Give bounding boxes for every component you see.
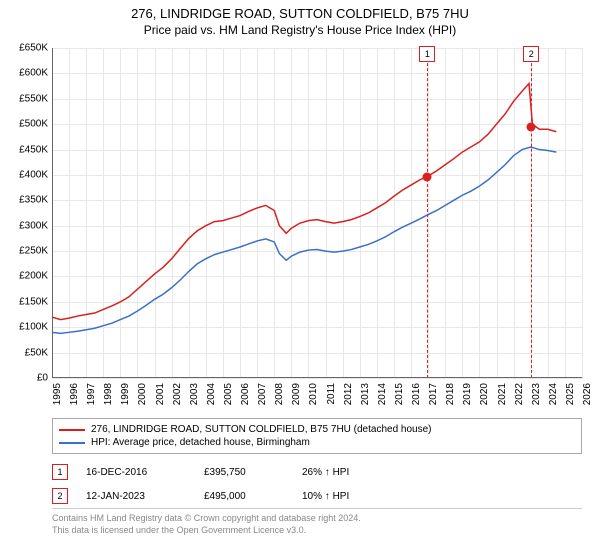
legend-swatch	[59, 429, 85, 431]
y-tick-label: £250K	[0, 246, 48, 257]
x-tick-label: 2007	[257, 383, 268, 405]
x-axis	[52, 377, 582, 378]
y-tick-label: £500K	[0, 119, 48, 130]
legend-swatch	[59, 442, 85, 444]
x-tick-label: 2001	[155, 383, 166, 405]
sale-price: £495,000	[204, 491, 284, 502]
x-tick-label: 2008	[274, 383, 285, 405]
legend-item: HPI: Average price, detached house, Birm…	[59, 436, 575, 449]
y-axis	[52, 48, 53, 378]
y-tick-label: £300K	[0, 220, 48, 231]
y-tick-label: £100K	[0, 322, 48, 333]
y-tick-label: £150K	[0, 296, 48, 307]
sale-marker-box: 2	[52, 488, 68, 504]
y-tick-label: £50K	[0, 347, 48, 358]
legend-item: 276, LINDRIDGE ROAD, SUTTON COLDFIELD, B…	[59, 423, 575, 436]
marker-dot	[527, 122, 536, 131]
y-tick-label: £600K	[0, 68, 48, 79]
x-tick-label: 2022	[514, 383, 525, 405]
sale-row: 1 16-DEC-2016 £395,750 26% ↑ HPI	[52, 460, 582, 484]
x-tick-label: 2025	[565, 383, 576, 405]
x-tick-label: 2006	[240, 383, 251, 405]
y-tick-label: £0	[0, 373, 48, 384]
chart-subtitle: Price paid vs. HM Land Registry's House …	[0, 21, 600, 37]
footer-attribution: Contains HM Land Registry data © Crown c…	[52, 508, 582, 536]
plot-area: 12 £0£50K£100K£150K£200K£250K£300K£350K£…	[52, 48, 582, 378]
marker-index-box: 1	[419, 46, 435, 62]
legend-label: 276, LINDRIDGE ROAD, SUTTON COLDFIELD, B…	[91, 424, 432, 435]
x-tick-label: 2009	[291, 383, 302, 405]
x-tick-label: 2021	[497, 383, 508, 405]
x-tick-label: 1997	[86, 383, 97, 405]
y-tick-label: £450K	[0, 144, 48, 155]
x-tick-label: 2020	[479, 383, 490, 405]
y-tick-label: £200K	[0, 271, 48, 282]
x-tick-label: 2003	[189, 383, 200, 405]
x-tick-label: 2012	[343, 383, 354, 405]
x-tick-label: 2013	[360, 383, 371, 405]
marker-vertical-line	[531, 48, 532, 378]
x-tick-label: 2023	[531, 383, 542, 405]
plot-background	[52, 48, 582, 378]
sale-date: 16-DEC-2016	[86, 467, 186, 478]
sale-row: 2 12-JAN-2023 £495,000 10% ↑ HPI	[52, 484, 582, 508]
sale-date: 12-JAN-2023	[86, 491, 186, 502]
x-tick-label: 2026	[582, 383, 593, 405]
x-tick-label: 1995	[52, 383, 63, 405]
x-tick-label: 2002	[172, 383, 183, 405]
marker-vertical-line	[427, 48, 428, 378]
x-tick-label: 2004	[206, 383, 217, 405]
sale-price: £395,750	[204, 467, 284, 478]
footer-line-1: Contains HM Land Registry data © Crown c…	[52, 513, 582, 525]
marker-index-box: 2	[523, 46, 539, 62]
chart-container: 276, LINDRIDGE ROAD, SUTTON COLDFIELD, B…	[0, 0, 600, 560]
sale-pct-vs-hpi: 26% ↑ HPI	[302, 467, 382, 478]
x-tick-label: 2010	[308, 383, 319, 405]
x-tick-label: 2005	[223, 383, 234, 405]
x-tick-label: 2015	[394, 383, 405, 405]
sale-marker-box: 1	[52, 464, 68, 480]
x-tick-label: 2014	[377, 383, 388, 405]
y-tick-label: £550K	[0, 93, 48, 104]
x-tick-label: 2024	[548, 383, 559, 405]
x-tick-label: 2011	[326, 383, 337, 405]
y-tick-label: £350K	[0, 195, 48, 206]
marker-dot	[423, 173, 432, 182]
x-tick-label: 1999	[120, 383, 131, 405]
x-tick-label: 2017	[428, 383, 439, 405]
y-tick-label: £650K	[0, 43, 48, 54]
y-tick-label: £400K	[0, 169, 48, 180]
x-tick-label: 1996	[69, 383, 80, 405]
chart-title: 276, LINDRIDGE ROAD, SUTTON COLDFIELD, B…	[0, 0, 600, 21]
x-tick-label: 1998	[103, 383, 114, 405]
footer-line-2: This data is licensed under the Open Gov…	[52, 525, 582, 537]
x-tick-label: 2016	[411, 383, 422, 405]
x-tick-label: 2000	[137, 383, 148, 405]
x-tick-label: 2019	[462, 383, 473, 405]
legend-box: 276, LINDRIDGE ROAD, SUTTON COLDFIELD, B…	[52, 418, 582, 454]
sale-pct-vs-hpi: 10% ↑ HPI	[302, 491, 382, 502]
x-tick-label: 2018	[445, 383, 456, 405]
legend-label: HPI: Average price, detached house, Birm…	[91, 437, 310, 448]
sales-table: 1 16-DEC-2016 £395,750 26% ↑ HPI 2 12-JAN-202…	[52, 460, 582, 508]
